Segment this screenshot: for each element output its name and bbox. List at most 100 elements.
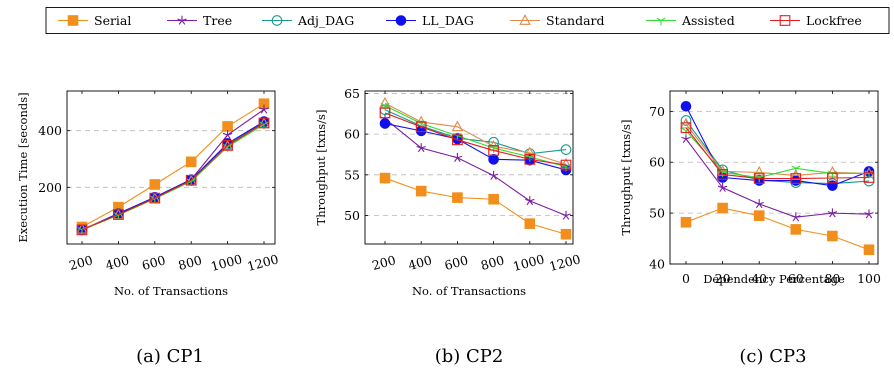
data-point-tree — [525, 196, 535, 206]
legend-marker-ll-dag — [395, 15, 407, 26]
data-point-tree — [864, 209, 874, 219]
data-point-lockfree — [379, 107, 391, 119]
data-point-lockfree — [680, 122, 692, 133]
chart-caption: (b) CP2 — [435, 346, 504, 367]
y-tick-label: 65 — [344, 86, 360, 101]
y-tick-label: 50 — [344, 208, 360, 223]
data-point-serial — [790, 224, 802, 235]
series-adj-dag — [379, 104, 572, 160]
data-point-lockfree — [790, 173, 802, 184]
series-line-serial — [384, 177, 567, 235]
data-point-tree — [452, 152, 463, 162]
series-line-serial — [81, 103, 265, 228]
x-tick-label: 20 — [715, 271, 731, 286]
data-point-standard — [451, 120, 464, 132]
y-tick-label: 55 — [344, 167, 360, 182]
x-axis-label: No. of Transactions — [412, 284, 526, 298]
series-line-tree — [685, 138, 870, 218]
series-line-lockfree — [81, 122, 265, 231]
plot-frame — [364, 90, 574, 245]
data-point-adj-dag — [488, 136, 499, 148]
series-line-tree — [384, 118, 567, 217]
data-point-lockfree — [149, 192, 161, 204]
series-serial — [76, 98, 270, 233]
y-tick-label: 70 — [649, 104, 665, 119]
legend-label-tree: Tree — [203, 13, 232, 28]
legend-label-adj-dag: Adj_DAG — [297, 13, 354, 28]
x-tick-label: 800 — [479, 252, 506, 273]
data-point-lockfree — [452, 134, 463, 146]
chart-caption: (a) CP1 — [136, 346, 204, 367]
data-point-tree — [717, 182, 728, 192]
data-point-tree — [561, 210, 571, 220]
data-point-adj-dag — [680, 115, 692, 126]
legend-entry-tree: Tree — [167, 13, 232, 28]
chart-cp3: 40 50 60 70 0 20 40 60 80 100 Throughput [txns/s] D… — [619, 90, 881, 367]
data-point-lockfree — [222, 140, 233, 151]
x-tick-label: 600 — [140, 252, 167, 273]
series-assisted — [681, 127, 874, 183]
data-point-serial — [379, 172, 391, 184]
series-line-serial — [685, 207, 870, 251]
legend-label-assisted: Assisted — [681, 13, 735, 28]
legend-entry-serial: Serial — [58, 13, 131, 28]
data-point-lockfree — [717, 169, 728, 180]
series-line-adj-dag — [384, 109, 567, 155]
data-point-lockfree — [827, 172, 838, 184]
legend-entry-adj-dag: Adj_DAG — [262, 13, 354, 28]
plot-frame — [66, 90, 276, 245]
data-point-lockfree — [415, 121, 427, 133]
series-tree — [681, 134, 874, 222]
data-point-serial — [415, 185, 427, 197]
data-point-lockfree — [258, 117, 270, 129]
series-serial — [680, 202, 875, 256]
data-point-lockfree — [753, 173, 765, 184]
data-point-lockfree — [185, 174, 197, 186]
x-tick-label: 100 — [857, 271, 881, 286]
x-tick-label: 400 — [104, 252, 131, 273]
data-point-ll-dag — [680, 100, 692, 112]
y-tick-label: 200 — [38, 180, 62, 195]
data-point-serial — [185, 156, 197, 168]
y-tick-label: 60 — [344, 127, 360, 142]
data-point-serial — [452, 192, 463, 203]
data-point-serial — [149, 179, 161, 190]
series-assisted — [77, 121, 269, 235]
series-serial — [379, 172, 572, 240]
x-tick-label: 60 — [788, 271, 804, 286]
x-tick-label: 600 — [443, 252, 470, 273]
legend-marker-serial — [67, 15, 79, 26]
x-tick-label: 200 — [67, 252, 94, 273]
legend-entry-lockfree: Lockfree — [770, 13, 862, 28]
legend-label-lockfree: Lockfree — [806, 13, 862, 28]
data-point-tree — [681, 134, 691, 144]
x-tick-label: 1000 — [209, 251, 244, 274]
data-point-tree — [222, 130, 233, 140]
data-point-standard — [790, 168, 802, 180]
data-point-lockfree — [560, 159, 572, 171]
data-point-serial — [524, 218, 536, 229]
series-line-ll-dag — [81, 121, 265, 231]
y-tick-label: 400 — [38, 123, 62, 138]
data-point-lockfree — [76, 224, 88, 236]
data-point-serial — [680, 216, 692, 228]
data-point-serial — [560, 228, 572, 240]
legend: Serial Tree Adj_DAG LL_DAG Standard Assisted L… — [45, 7, 890, 34]
x-tick-label: 0 — [682, 271, 690, 286]
x-tick-label: 40 — [751, 271, 767, 286]
legend-label-ll-dag: LL_DAG — [422, 13, 474, 28]
x-tick-label: 800 — [177, 252, 204, 273]
series-ll-dag — [76, 116, 270, 236]
y-axis-label: Execution Time [seconds] — [16, 92, 30, 242]
data-point-serial — [863, 244, 875, 256]
y-axis-label: Throughput [txns/s] — [314, 110, 328, 226]
chart-cp2: 50 55 60 65 200 400 600 800 1000 1200 Throughput [… — [314, 86, 582, 367]
legend-marker-adj-dag — [271, 15, 283, 26]
data-point-serial — [753, 210, 765, 221]
data-point-tree — [259, 104, 269, 114]
data-point-tree — [827, 208, 838, 218]
x-tick-label: 400 — [407, 252, 434, 273]
series-adj-dag — [76, 116, 270, 236]
data-point-serial — [827, 230, 838, 242]
data-point-ll-dag — [488, 154, 499, 165]
